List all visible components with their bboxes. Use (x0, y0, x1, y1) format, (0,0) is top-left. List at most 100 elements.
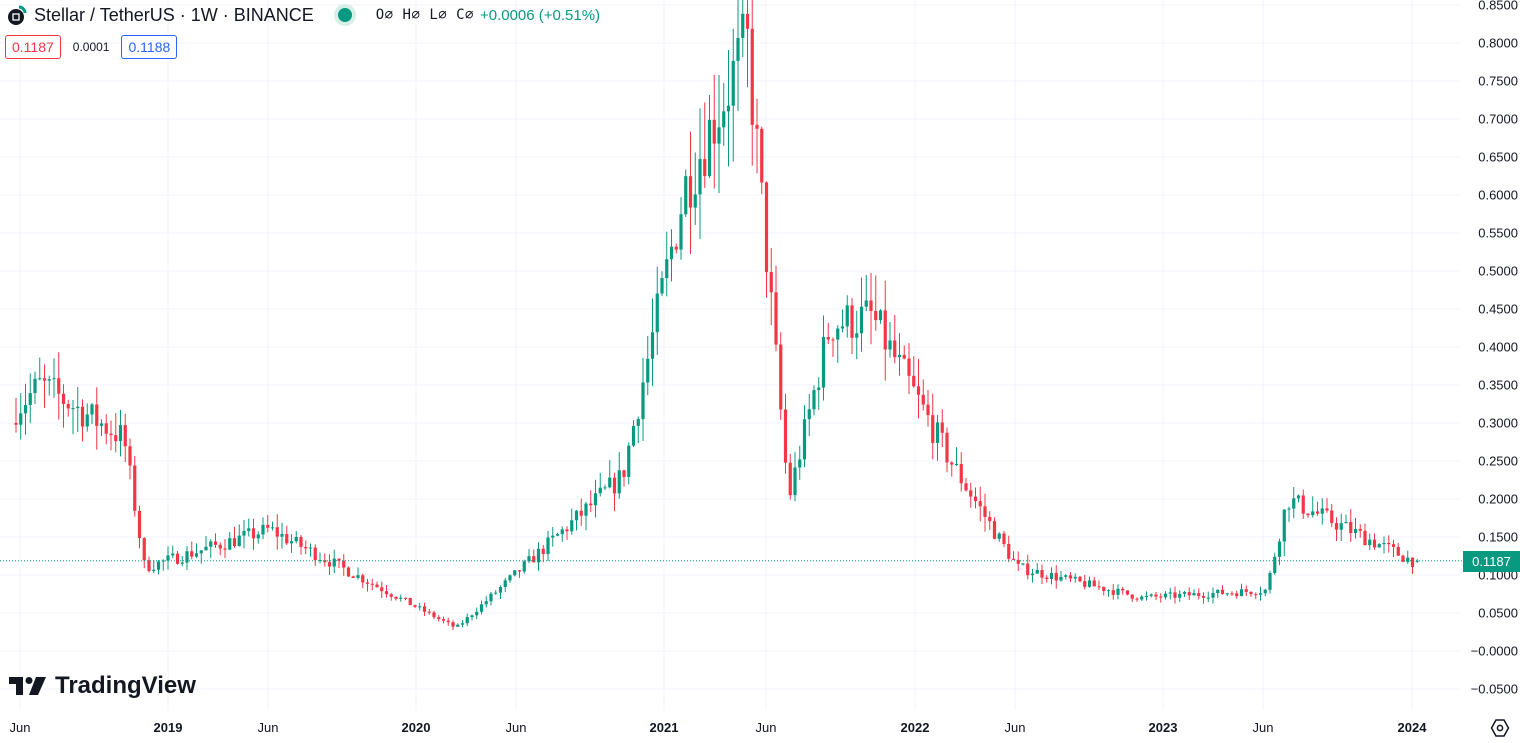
spread-value: 0.0001 (72, 40, 110, 54)
candle (498, 585, 503, 600)
candle (831, 337, 835, 357)
buy-button[interactable]: 0.1188 (121, 35, 178, 59)
candle (1263, 588, 1267, 597)
candle (1026, 554, 1030, 580)
time-tick-label: Jun (505, 720, 527, 735)
candle (1206, 591, 1210, 603)
price-tick-label: 0.5000 (1478, 263, 1518, 279)
candle (517, 570, 522, 578)
candle (460, 620, 465, 628)
candle (337, 558, 341, 569)
last-price-label: 0.1187 (1463, 551, 1520, 572)
candle (1287, 506, 1291, 522)
candle (370, 578, 374, 591)
candle (1125, 590, 1130, 596)
candle (693, 152, 697, 225)
tradingview-logo-icon (9, 677, 46, 695)
candle (836, 325, 840, 363)
time-tick-label: 2020 (401, 720, 431, 735)
candle (612, 472, 617, 512)
symbol-title[interactable]: Stellar / TetherUS · 1W · BINANCE (34, 4, 314, 25)
tradingview-logo[interactable]: TradingView (9, 672, 196, 700)
candle (760, 126, 764, 195)
candle (218, 542, 222, 556)
candle (76, 386, 80, 432)
candle (1334, 517, 1339, 541)
candle (555, 532, 560, 537)
candle (1121, 586, 1125, 595)
price-tick-label: 0.2500 (1478, 453, 1518, 469)
price-tick-label: −0.0500 (1470, 681, 1518, 697)
candle (1045, 575, 1049, 583)
candle (346, 566, 351, 578)
candle (479, 600, 484, 615)
candle (1073, 573, 1077, 583)
candle (1344, 514, 1348, 524)
candle (427, 608, 431, 615)
candle (679, 197, 683, 260)
candle (926, 389, 930, 427)
candle (1258, 586, 1263, 601)
candle (228, 532, 232, 551)
price-tick-label: 0.7500 (1478, 73, 1518, 89)
candle (194, 543, 199, 558)
candle (1273, 552, 1277, 576)
candle (793, 452, 797, 502)
candle (375, 581, 379, 588)
candle (992, 517, 997, 540)
candle (1349, 509, 1353, 543)
candle (1306, 513, 1310, 518)
candle (308, 543, 313, 557)
candle (1159, 593, 1163, 603)
candle (313, 544, 317, 567)
candle (617, 451, 621, 499)
market-status-dot (337, 8, 352, 22)
candle (1140, 595, 1144, 601)
candle (859, 277, 864, 352)
candle (137, 505, 142, 549)
candle (23, 383, 28, 435)
candle (209, 539, 213, 558)
candle (237, 524, 241, 547)
ohlc-values: O∅ H∅ L∅ C∅ (375, 7, 474, 23)
candle (964, 477, 968, 492)
candle (1092, 576, 1096, 587)
sell-button[interactable]: 0.1187 (5, 35, 61, 59)
candle (855, 310, 859, 360)
candle (1220, 585, 1225, 595)
candle (622, 469, 626, 487)
candle (532, 549, 536, 563)
time-tick-label: 2024 (1397, 720, 1427, 735)
candle (1135, 597, 1139, 602)
candle (864, 274, 868, 312)
candle (850, 297, 854, 354)
candle (959, 452, 963, 492)
chart-settings-button[interactable] (1490, 718, 1510, 738)
candle (57, 352, 61, 420)
candle (1368, 533, 1372, 551)
candle (1111, 584, 1115, 600)
candle (80, 399, 85, 442)
candle (161, 559, 165, 571)
candle (589, 490, 593, 513)
candle (1325, 498, 1329, 513)
candle (783, 393, 788, 474)
candle (299, 534, 303, 555)
candle (807, 393, 811, 437)
candle (1401, 554, 1405, 563)
candle (650, 298, 655, 386)
candle (1406, 550, 1410, 564)
candle (845, 295, 849, 338)
candle (389, 592, 393, 601)
candle (1178, 590, 1182, 602)
candle (1211, 587, 1215, 604)
price-tick-label: 0.8500 (1478, 0, 1518, 13)
candle (655, 266, 659, 355)
candle (1059, 570, 1063, 582)
candle (684, 169, 688, 217)
candle (703, 102, 707, 188)
candle (888, 321, 892, 358)
candle (123, 413, 127, 463)
candle (1102, 586, 1106, 596)
